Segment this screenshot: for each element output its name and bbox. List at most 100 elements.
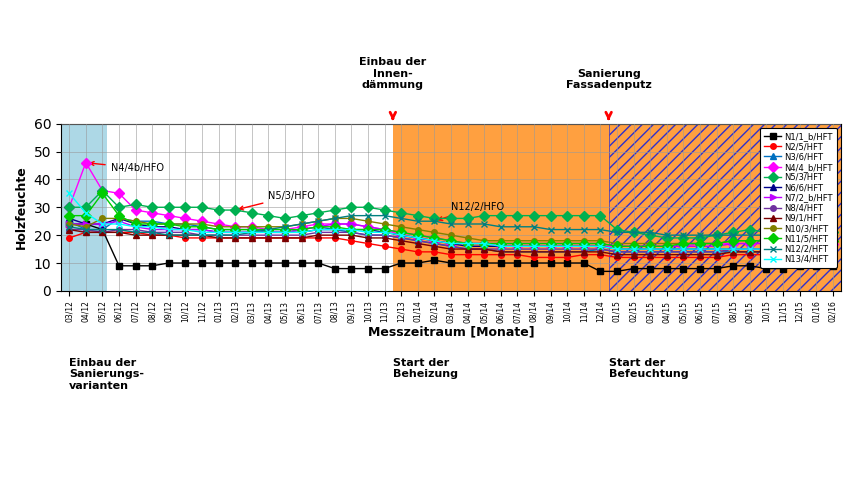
- N11/5/HFT: [147, 221, 158, 227]
- N8/4/HFT: [761, 246, 771, 252]
- N8/4/HFT: [529, 246, 539, 252]
- Line: N8/4/HFT: N8/4/HFT: [67, 227, 835, 255]
- N4/4_b/HFT: [479, 241, 490, 246]
- N2/5/HFT: [662, 254, 672, 260]
- N13/4/HFT: [429, 238, 439, 244]
- N4/4_b/HFT: [496, 244, 506, 249]
- N7/2_b/HFT: [181, 227, 191, 233]
- N7/2_b/HFT: [462, 241, 473, 246]
- Line: N13/4/HFT: N13/4/HFT: [66, 190, 836, 252]
- N13/4/HFT: [678, 246, 688, 252]
- N5/3/HFT: [579, 213, 589, 219]
- N11/5/HFT: [130, 221, 140, 227]
- N1/1_b/HFT: [98, 227, 108, 233]
- N1/1_b/HFT: [711, 266, 722, 271]
- N3/6/HFT: [64, 218, 74, 224]
- N5/3/HFT: [429, 216, 439, 221]
- N2/5/HFT: [811, 249, 821, 255]
- N1/1_b/HFT: [512, 260, 522, 266]
- N11/5/HFT: [496, 241, 506, 246]
- N13/4/HFT: [230, 229, 241, 235]
- N5/3/HFT: [80, 204, 91, 210]
- N4/4_b/HFT: [181, 216, 191, 221]
- N9/1/HFT: [429, 244, 439, 249]
- N10/3/HFT: [264, 224, 274, 230]
- N2/5/HFT: [197, 235, 207, 241]
- N3/6/HFT: [529, 249, 539, 255]
- N10/3/HFT: [645, 241, 655, 246]
- N6/6/HFT: [247, 229, 257, 235]
- N13/4/HFT: [728, 246, 738, 252]
- N5/3/HFT: [363, 204, 373, 210]
- N1/1_b/HFT: [429, 257, 439, 263]
- N1/1_b/HFT: [114, 263, 124, 269]
- N13/4/HFT: [462, 241, 473, 246]
- N12/2/HFT: [396, 216, 407, 221]
- Text: N12/2/HFO: N12/2/HFO: [438, 202, 504, 220]
- N4/4_b/HFT: [147, 210, 158, 216]
- N12/2/HFT: [379, 213, 389, 219]
- N5/3/HFT: [462, 216, 473, 221]
- N7/2_b/HFT: [330, 221, 340, 227]
- Line: N12/2/HFT: N12/2/HFT: [66, 212, 836, 239]
- N5/3/HFT: [794, 229, 805, 235]
- N5/3/HFT: [628, 229, 639, 235]
- N4/4_b/HFT: [745, 241, 755, 246]
- N5/3/HFT: [545, 213, 556, 219]
- Bar: [609, 123, 841, 291]
- N6/6/HFT: [512, 244, 522, 249]
- N11/5/HFT: [446, 238, 456, 244]
- N4/4_b/HFT: [130, 207, 140, 213]
- N9/1/HFT: [181, 232, 191, 238]
- N8/4/HFT: [828, 246, 838, 252]
- N5/3/HFT: [181, 204, 191, 210]
- N13/4/HFT: [828, 246, 838, 252]
- N1/1_b/HFT: [794, 263, 805, 269]
- N3/6/HFT: [695, 249, 705, 255]
- N9/1/HFT: [579, 249, 589, 255]
- N10/3/HFT: [64, 221, 74, 227]
- N5/3/HFT: [163, 204, 174, 210]
- N3/6/HFT: [181, 221, 191, 227]
- N3/6/HFT: [264, 229, 274, 235]
- N10/3/HFT: [98, 216, 108, 221]
- N13/4/HFT: [794, 246, 805, 252]
- N8/4/HFT: [745, 246, 755, 252]
- N9/1/HFT: [745, 249, 755, 255]
- N12/2/HFT: [446, 221, 456, 227]
- N13/4/HFT: [579, 244, 589, 249]
- N6/6/HFT: [330, 227, 340, 233]
- N10/3/HFT: [778, 238, 788, 244]
- N12/2/HFT: [745, 232, 755, 238]
- Text: Start der
Beheizung: Start der Beheizung: [393, 358, 458, 379]
- N2/5/HFT: [545, 254, 556, 260]
- N1/1_b/HFT: [330, 266, 340, 271]
- N6/6/HFT: [678, 246, 688, 252]
- N4/4_b/HFT: [213, 221, 223, 227]
- N12/2/HFT: [529, 224, 539, 230]
- N13/4/HFT: [114, 221, 124, 227]
- N5/3/HFT: [413, 213, 423, 219]
- N5/3/HFT: [828, 229, 838, 235]
- N8/4/HFT: [197, 232, 207, 238]
- N8/4/HFT: [330, 229, 340, 235]
- N2/5/HFT: [628, 254, 639, 260]
- N1/1_b/HFT: [612, 269, 622, 274]
- N3/6/HFT: [628, 249, 639, 255]
- N9/1/HFT: [213, 235, 223, 241]
- N6/6/HFT: [595, 244, 605, 249]
- N10/3/HFT: [379, 221, 389, 227]
- Y-axis label: Holzfeuchte: Holzfeuchte: [15, 166, 28, 249]
- N1/1_b/HFT: [230, 260, 241, 266]
- N3/6/HFT: [429, 241, 439, 246]
- N12/2/HFT: [114, 227, 124, 233]
- N11/5/HFT: [247, 227, 257, 233]
- N7/2_b/HFT: [512, 241, 522, 246]
- N12/2/HFT: [296, 221, 306, 227]
- N3/6/HFT: [811, 246, 821, 252]
- N8/4/HFT: [163, 229, 174, 235]
- N6/6/HFT: [197, 227, 207, 233]
- N9/1/HFT: [330, 232, 340, 238]
- N8/4/HFT: [612, 249, 622, 255]
- N10/3/HFT: [330, 216, 340, 221]
